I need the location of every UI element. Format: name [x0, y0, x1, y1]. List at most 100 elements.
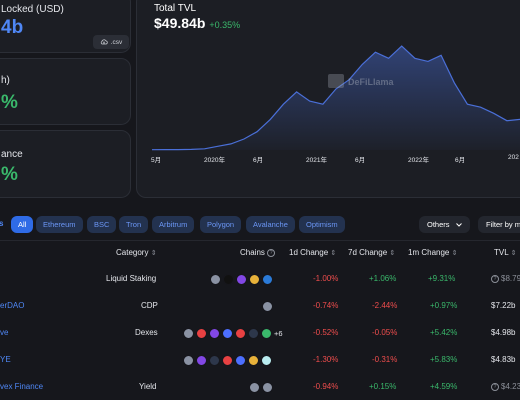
- d7-change-cell: +0.15%: [369, 382, 397, 391]
- chains-header-label: Chains: [240, 248, 265, 257]
- chain-icons: [208, 272, 273, 286]
- section-title-fragment: s: [0, 219, 4, 228]
- m1-change-cell: +5.83%: [430, 355, 458, 364]
- category-cell: Dexes: [135, 328, 158, 337]
- chain-filter-tron[interactable]: Tron: [119, 216, 149, 233]
- total-value-locked-card: Locked (USD) 4b .csv: [0, 0, 131, 53]
- tvl-cell: $4.83b: [491, 355, 516, 364]
- chain-filter-arbitrum[interactable]: Arbitrum: [152, 216, 195, 233]
- d7-change-cell: -0.31%: [372, 355, 398, 364]
- column-header-1d-change[interactable]: 1d Change ⇕: [289, 248, 336, 257]
- help-icon: ?: [267, 248, 276, 257]
- tvl-cell: $7.22b: [491, 301, 516, 310]
- ethereum-chain-icon: [249, 381, 260, 393]
- ethereum-chain-icon: [262, 300, 273, 312]
- d1-change-cell: -0.74%: [313, 301, 339, 310]
- tvl-series-line: [151, 45, 520, 151]
- chain-icons: [260, 299, 273, 313]
- tvl-cell: ?$8.79b: [491, 274, 520, 283]
- chain-icons: [181, 353, 272, 367]
- category-cell: CDP: [141, 301, 158, 310]
- protocol-name[interactable]: erDAO: [0, 301, 25, 310]
- sort-icon: ⇕: [510, 250, 517, 257]
- tvl-cell: $4.98b: [491, 328, 516, 337]
- download-csv-button[interactable]: .csv: [93, 35, 129, 49]
- chain-icon: [261, 354, 272, 366]
- x-tick: 5月: [151, 157, 162, 164]
- column-header-tvl[interactable]: TVL ⇕: [494, 248, 516, 257]
- table-row[interactable]: YE -1.30% -0.31% +5.83% $4.83b: [0, 347, 520, 374]
- table-row[interactable]: ve Dexes +6 -0.52% -0.05% +5.42% $4.98b: [0, 320, 520, 347]
- protocol-name[interactable]: ve: [0, 328, 9, 337]
- help-icon: ?: [491, 382, 499, 391]
- chart-title: Total TVL: [154, 3, 197, 14]
- d1-header-label: 1d Change: [289, 248, 329, 257]
- tvl-header-label: TVL: [494, 248, 509, 257]
- chain-filter-ethereum[interactable]: Ethereum: [36, 216, 83, 233]
- tvl-cell: ?$4.23b: [491, 382, 520, 391]
- optimism-chain-icon: [196, 327, 207, 339]
- tvl-value: 4b: [1, 17, 24, 38]
- ethereum-chain-icon: [183, 354, 194, 366]
- m1-change-cell: +0.97%: [430, 301, 458, 310]
- d7-change-cell: +1.06%: [369, 274, 397, 283]
- arbitrum-chain-icon: [209, 354, 220, 366]
- sort-icon: ⇕: [451, 250, 458, 257]
- protocol-name[interactable]: vex Finance: [0, 382, 44, 391]
- chain-icon: [261, 327, 272, 339]
- m1-change-cell: +9.31%: [428, 274, 456, 283]
- d1-change-cell: -0.52%: [313, 328, 339, 337]
- d1-change-cell: -1.00%: [313, 274, 339, 283]
- sort-icon: ⇕: [150, 250, 157, 257]
- tvl-area-chart[interactable]: DeFiLlama: [136, 0, 520, 200]
- x-tick: 6月: [455, 157, 466, 164]
- table-row[interactable]: erDAO CDP -0.74% -2.44% +0.97% $7.22b: [0, 293, 520, 320]
- dominance-label: ance: [1, 149, 23, 160]
- chain-icons: [247, 380, 273, 394]
- column-header-7d-change[interactable]: 7d Change ⇕: [348, 248, 395, 257]
- chain-icon: [262, 273, 273, 285]
- filter-by-dropdown[interactable]: Filter by m: [478, 216, 520, 233]
- x-tick: 2021年: [306, 157, 327, 164]
- optimism-chain-icon: [222, 354, 233, 366]
- avalanche-chain-icon: [235, 327, 246, 339]
- table-row[interactable]: Liquid Staking -1.00% +1.06% +9.31% ? $8.…: [0, 266, 520, 293]
- x-tick: 2020年: [204, 157, 225, 164]
- chart-change: +0.35%: [209, 20, 241, 30]
- ethereum-chain-icon: [262, 381, 273, 393]
- others-dropdown[interactable]: Others: [419, 216, 470, 233]
- d7-change-cell: -0.05%: [372, 328, 398, 337]
- ethereum-chain-icon: [183, 327, 194, 339]
- chain-filter-polygon[interactable]: Polygon: [200, 216, 242, 233]
- x-tick: 202: [508, 154, 519, 161]
- chain-filter-bsc[interactable]: BSC: [87, 216, 117, 233]
- protocol-name[interactable]: YE: [0, 355, 11, 364]
- column-header-category[interactable]: Category ⇕: [116, 248, 157, 257]
- tvl-value: $8.79b: [501, 274, 520, 283]
- more-chains-count[interactable]: +6: [274, 328, 283, 338]
- others-label: Others: [427, 220, 450, 229]
- column-header-1m-change[interactable]: 1m Change ⇕: [408, 248, 457, 257]
- polygon-chain-icon: [209, 327, 220, 339]
- arbitrum-chain-icon: [248, 327, 259, 339]
- polygon-chain-icon: [196, 354, 207, 366]
- column-header-chains[interactable]: Chains ?: [240, 248, 277, 257]
- change-label: h): [1, 75, 10, 86]
- d1-change-cell: -0.94%: [313, 382, 339, 391]
- sort-icon: ⇕: [330, 250, 337, 257]
- d1-change-cell: -1.30%: [313, 355, 339, 364]
- chart-total-value: $49.84b +0.35%: [154, 15, 240, 31]
- chain-filter-all[interactable]: All: [11, 216, 34, 233]
- x-tick: 6月: [355, 157, 366, 164]
- defillama-logo-icon: [328, 74, 344, 88]
- chain-icon: [235, 354, 246, 366]
- ethereum-chain-icon: [210, 273, 221, 285]
- d7-header-label: 7d Change: [348, 248, 388, 257]
- chain-filter-avalanche[interactable]: Avalanche: [246, 216, 295, 233]
- category-cell: Liquid Staking: [106, 274, 157, 283]
- tvl-label: Locked (USD): [1, 4, 64, 15]
- d7-change-cell: -2.44%: [372, 301, 398, 310]
- chain-filter-optimism[interactable]: Optimism: [299, 216, 345, 233]
- table-row[interactable]: vex Finance Yield -0.94% +0.15% +4.59% ?…: [0, 374, 520, 400]
- change-value: %: [1, 92, 18, 113]
